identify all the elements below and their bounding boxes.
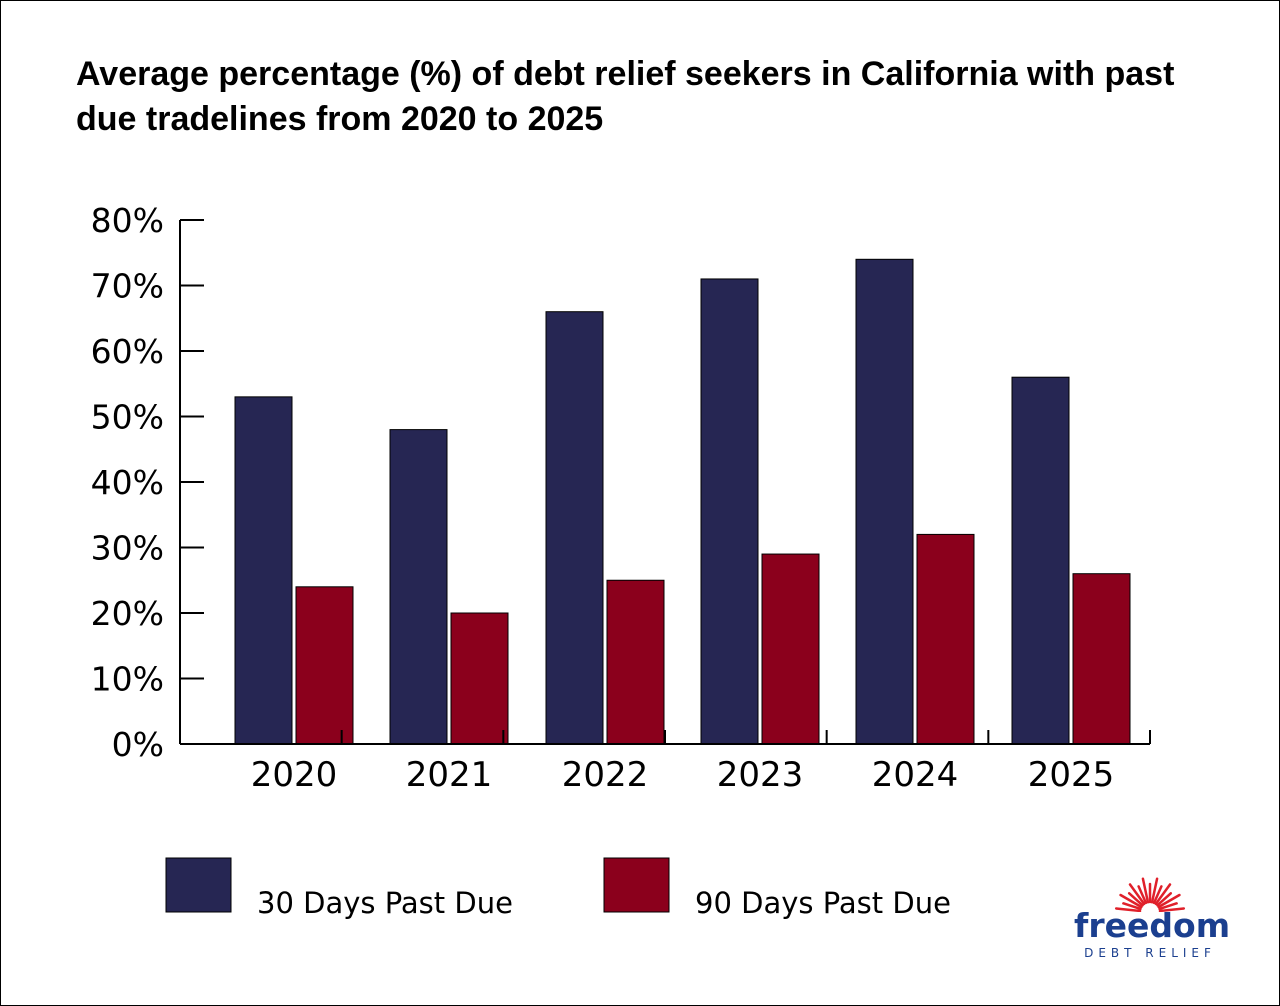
bar-90-days-2025 (1072, 573, 1131, 745)
y-tick-label: 10% (91, 660, 164, 699)
y-tick-label: 80% (91, 201, 164, 240)
bar-90-days-2022 (606, 579, 665, 745)
bar-90-days-2021 (450, 612, 509, 745)
bar-30-days-2021 (389, 429, 448, 745)
bar-90-days-2024 (916, 533, 975, 745)
sun-ray (1122, 902, 1142, 911)
x-category-label: 2022 (562, 755, 649, 795)
legend-label-30-days: 30 Days Past Due (257, 886, 513, 920)
legend-label-90-days: 90 Days Past Due (695, 886, 951, 920)
x-category-label: 2024 (872, 755, 959, 795)
freedom-debt-relief-logo: freedom DEBT RELIEF (1070, 872, 1230, 964)
y-tick-label: 0% (112, 725, 164, 764)
logo-wordmark: freedom (1074, 906, 1231, 945)
bar-90-days-2023 (761, 553, 820, 745)
bar-30-days-2020 (234, 396, 293, 745)
y-tick-label: 60% (91, 332, 164, 371)
sun-ray (1119, 893, 1143, 909)
sun-ray (1158, 902, 1178, 911)
y-tick-label: 40% (91, 463, 164, 502)
sun-ray (1158, 907, 1186, 912)
sunburst-icon (1114, 877, 1186, 912)
sun-ray (1114, 907, 1142, 912)
bar-30-days-2024 (855, 258, 914, 745)
bars-group (234, 258, 1131, 745)
bar-30-days-2023 (700, 278, 759, 745)
legend-swatch-90-days (603, 857, 670, 913)
bar-30-days-2022 (545, 311, 604, 745)
y-tick-label: 70% (91, 267, 164, 306)
bar-90-days-2020 (295, 586, 354, 745)
x-category-label: 2025 (1028, 755, 1115, 795)
sun-ray (1156, 892, 1173, 907)
sun-ray (1150, 877, 1159, 904)
sun-ray (1137, 885, 1148, 905)
legend-swatch-30-days (165, 857, 232, 913)
y-tick-label: 20% (91, 594, 164, 633)
logo-subtitle: DEBT RELIEF (1084, 946, 1216, 960)
sun-ray (1141, 877, 1150, 904)
y-tick-label: 50% (91, 398, 164, 437)
bar-30-days-2025 (1011, 376, 1070, 745)
x-category-label: 2021 (406, 755, 493, 795)
legend: 30 Days Past Due 90 Days Past Due (165, 857, 951, 920)
y-axis-ticks: 0% 10% 20% 30% 40% 50% 60% 70% 80% (91, 201, 204, 764)
y-tick-label: 30% (91, 529, 164, 568)
sun-ray (1152, 885, 1163, 905)
x-axis-ticks: 2020 2021 2022 2023 2024 2025 (179, 730, 1151, 795)
chart-title: Average percentage (%) of debt relief se… (76, 55, 1175, 138)
sun-ray (1157, 893, 1181, 909)
x-category-label: 2023 (717, 755, 804, 795)
sun-ray (1127, 892, 1144, 907)
sun-ray (1128, 883, 1146, 906)
sun-ray (1154, 883, 1172, 906)
x-category-label: 2020 (251, 755, 338, 795)
